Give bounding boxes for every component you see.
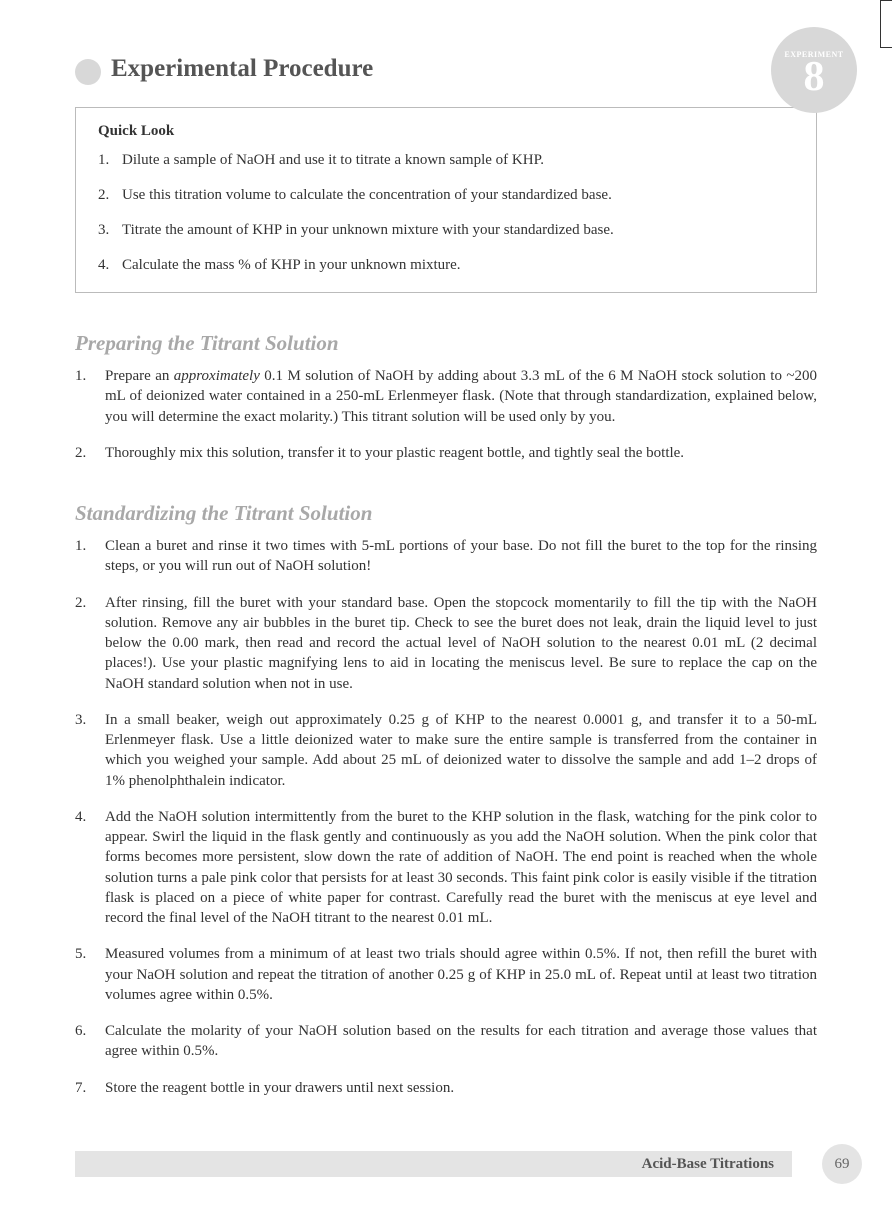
item-text: Thoroughly mix this solution, transfer i… <box>105 443 817 463</box>
procedure-item: 4. Add the NaOH solution intermittently … <box>75 807 817 929</box>
item-text: Titrate the amount of KHP in your unknow… <box>122 220 614 241</box>
item-text: Clean a buret and rinse it two times wit… <box>105 536 817 577</box>
item-text: Use this titration volume to calculate t… <box>122 185 612 206</box>
quick-look-box: Quick Look 1. Dilute a sample of NaOH an… <box>75 107 817 293</box>
item-text: Calculate the molarity of your NaOH solu… <box>105 1021 817 1062</box>
item-text: After rinsing, fill the buret with your … <box>105 593 817 694</box>
item-number: 6. <box>75 1021 105 1062</box>
procedure-item: 1. Clean a buret and rinse it two times … <box>75 536 817 577</box>
item-text: Store the reagent bottle in your drawers… <box>105 1078 817 1098</box>
page-footer: Acid-Base Titrations 69 <box>75 1144 862 1184</box>
item-number: 1. <box>75 536 105 577</box>
page-title: Experimental Procedure <box>111 55 373 83</box>
experiment-badge: EXPERIMENT 8 <box>771 27 857 113</box>
section-title-preparing: Preparing the Titrant Solution <box>75 331 817 356</box>
item-text: Measured volumes from a minimum of at le… <box>105 944 817 1005</box>
header-row: Experimental Procedure EXPERIMENT 8 <box>75 55 817 85</box>
item-text: Dilute a sample of NaOH and use it to ti… <box>122 150 544 171</box>
item-text: In a small beaker, weigh out approximate… <box>105 710 817 791</box>
item-text: Calculate the mass % of KHP in your unkn… <box>122 255 461 276</box>
item-number: 3. <box>75 710 105 791</box>
quick-look-item: 2. Use this titration volume to calculat… <box>98 185 794 206</box>
experiment-badge-number: 8 <box>804 59 825 97</box>
page-container: Experimental Procedure EXPERIMENT 8 Quic… <box>0 0 892 1154</box>
procedure-item: 2. After rinsing, fill the buret with yo… <box>75 593 817 694</box>
quick-look-item: 3. Titrate the amount of KHP in your unk… <box>98 220 794 241</box>
item-number: 2. <box>75 593 105 694</box>
procedure-item: 2. Thoroughly mix this solution, transfe… <box>75 443 817 463</box>
quick-look-item: 4. Calculate the mass % of KHP in your u… <box>98 255 794 276</box>
procedure-item: 3. In a small beaker, weigh out approxim… <box>75 710 817 791</box>
quick-look-title: Quick Look <box>98 123 794 140</box>
procedure-item: 1. Prepare an approximately 0.1 M soluti… <box>75 366 817 427</box>
header-bullet-icon <box>75 59 101 85</box>
item-number: 2. <box>75 443 105 463</box>
procedure-item: 5. Measured volumes from a minimum of at… <box>75 944 817 1005</box>
item-number: 2. <box>98 185 122 206</box>
item-number: 1. <box>75 366 105 427</box>
quick-look-item: 1. Dilute a sample of NaOH and use it to… <box>98 150 794 171</box>
footer-title: Acid-Base Titrations <box>642 1156 774 1173</box>
item-number: 3. <box>98 220 122 241</box>
page-number: 69 <box>835 1156 850 1173</box>
page-number-badge: 69 <box>822 1144 862 1184</box>
procedure-item: 7. Store the reagent bottle in your draw… <box>75 1078 817 1098</box>
item-number: 7. <box>75 1078 105 1098</box>
item-number: 4. <box>98 255 122 276</box>
item-number: 5. <box>75 944 105 1005</box>
item-number: 4. <box>75 807 105 929</box>
item-number: 1. <box>98 150 122 171</box>
footer-title-bar: Acid-Base Titrations <box>75 1151 792 1177</box>
item-text: Prepare an approximately 0.1 M solution … <box>105 366 817 427</box>
section-title-standardizing: Standardizing the Titrant Solution <box>75 501 817 526</box>
procedure-item: 6. Calculate the molarity of your NaOH s… <box>75 1021 817 1062</box>
item-text: Add the NaOH solution intermittently fro… <box>105 807 817 929</box>
